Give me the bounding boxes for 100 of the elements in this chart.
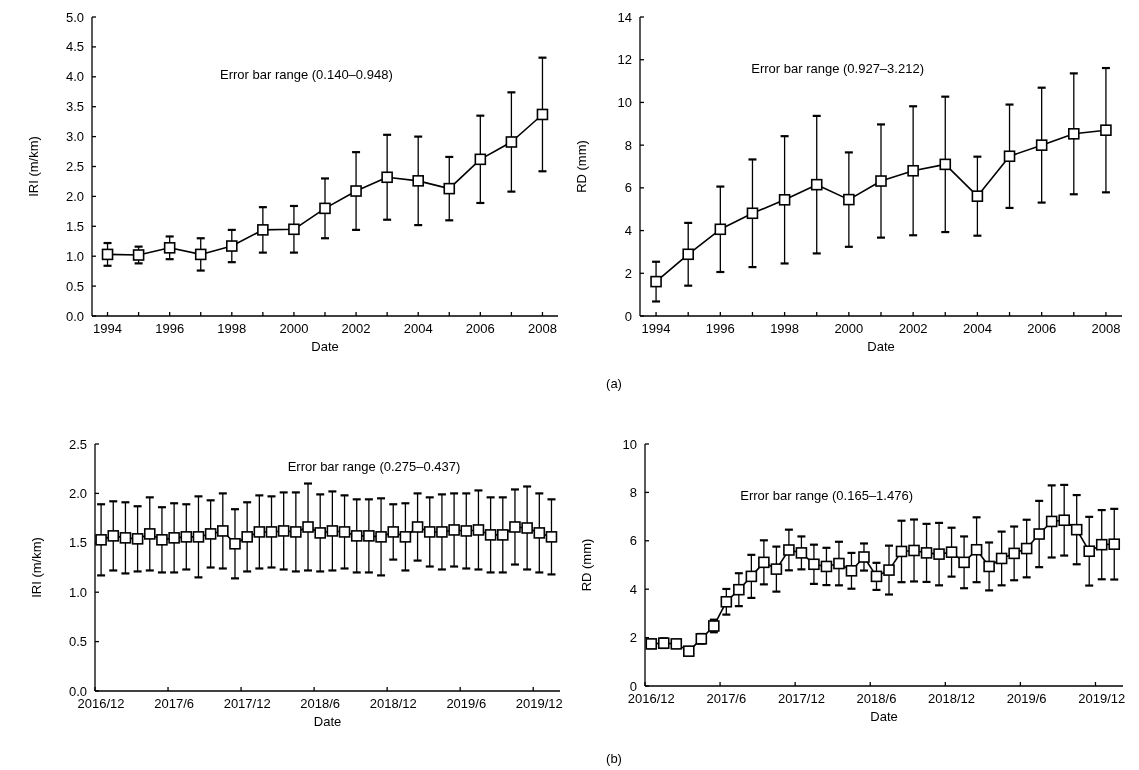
point <box>933 548 945 560</box>
point <box>778 194 791 206</box>
y-tick-label: 8 <box>629 484 637 500</box>
y-tick-label: 5.0 <box>65 9 84 25</box>
y-tick-label: 0 <box>624 308 632 324</box>
point <box>1003 150 1016 163</box>
y-tick-label: 3.0 <box>65 129 84 145</box>
point <box>758 556 770 569</box>
x-axis-title: Date <box>867 339 895 354</box>
point <box>970 543 983 556</box>
y-tick-label: 2.5 <box>65 159 84 174</box>
y-tick-label: 2.0 <box>68 485 87 501</box>
y-tick-label: 1.0 <box>68 584 87 600</box>
point <box>411 521 424 533</box>
point <box>163 242 176 254</box>
y-tick-label: 1.5 <box>68 535 87 551</box>
point <box>533 527 546 539</box>
point <box>119 532 132 544</box>
point <box>460 525 473 537</box>
point <box>95 534 107 546</box>
y-tick-label: 14 <box>617 9 632 25</box>
x-tick-label: 2017/6 <box>706 691 747 706</box>
point <box>907 164 919 177</box>
point <box>290 526 302 538</box>
annotation: Error bar range (0.140–0.948) <box>220 66 393 82</box>
x-tick-label: 2004 <box>403 321 433 336</box>
y-axis-title: IRI (m/km) <box>26 136 41 197</box>
point <box>314 527 326 539</box>
point <box>875 175 887 187</box>
x-tick-label: 2000 <box>279 321 309 336</box>
y-tick-label: 0.0 <box>65 308 84 324</box>
point <box>795 547 808 559</box>
y-tick-label: 0.5 <box>68 634 87 650</box>
point <box>319 202 331 215</box>
point <box>683 645 695 657</box>
point <box>770 563 783 575</box>
x-tick-label: 2017/12 <box>777 691 825 706</box>
point <box>326 525 339 537</box>
point <box>192 531 205 543</box>
point <box>257 224 269 236</box>
point <box>833 557 845 570</box>
x-tick-label: 2017/6 <box>154 696 195 711</box>
point <box>423 526 436 538</box>
x-tick-label: 2016/12 <box>627 691 675 706</box>
point <box>545 531 558 543</box>
point <box>302 521 314 533</box>
y-tick-label: 0.0 <box>68 683 87 699</box>
point <box>983 560 995 573</box>
point <box>204 528 217 540</box>
point <box>474 153 487 166</box>
point <box>883 564 895 576</box>
point <box>843 193 855 206</box>
point <box>131 533 144 545</box>
x-tick-label: 2008 <box>1091 321 1121 336</box>
y-tick-label: 6 <box>624 180 632 196</box>
text: (a) <box>606 376 622 391</box>
point <box>472 524 485 536</box>
point <box>820 560 833 573</box>
point <box>226 240 238 252</box>
point <box>733 583 745 596</box>
point <box>338 526 351 538</box>
x-tick-label: 2019/12 <box>1078 691 1126 706</box>
point <box>808 558 820 571</box>
y-tick-label: 2.0 <box>65 188 84 204</box>
y-tick-label: 4 <box>629 581 637 597</box>
x-tick-label: 2006 <box>465 321 495 336</box>
x-tick-label: 1994 <box>641 321 671 336</box>
x-tick-label: 1996 <box>705 321 735 336</box>
x-tick-label: 2002 <box>898 321 928 336</box>
point <box>939 158 952 171</box>
point <box>363 530 375 542</box>
x-tick-label: 2018/6 <box>300 696 341 711</box>
x-tick-label: 2018/6 <box>856 691 897 706</box>
point <box>229 537 241 550</box>
y-tick-label: 1.5 <box>65 218 84 234</box>
point <box>288 223 300 236</box>
y-tick-label: 0.5 <box>65 278 84 294</box>
y-tick-label: 3.5 <box>65 99 84 115</box>
point <box>265 526 278 538</box>
x-tick-label: 2008 <box>528 321 557 336</box>
point <box>1068 128 1080 140</box>
point <box>1008 547 1020 560</box>
point <box>858 551 870 563</box>
point <box>920 547 933 559</box>
point <box>908 544 920 557</box>
point <box>180 531 193 543</box>
point <box>412 175 424 187</box>
y-tick-label: 2.5 <box>68 436 87 452</box>
point <box>1070 523 1083 536</box>
x-tick-label: 2019/6 <box>446 696 487 711</box>
point <box>143 528 156 540</box>
point <box>810 178 823 191</box>
x-axis-title: Date <box>313 714 342 729</box>
point <box>1108 538 1121 550</box>
y-tick-label: 6 <box>629 533 637 549</box>
point <box>156 534 168 546</box>
point <box>995 552 1008 565</box>
point <box>1100 124 1112 136</box>
y-tick-label: 0 <box>629 678 637 694</box>
y-tick-label: 2 <box>629 630 637 646</box>
